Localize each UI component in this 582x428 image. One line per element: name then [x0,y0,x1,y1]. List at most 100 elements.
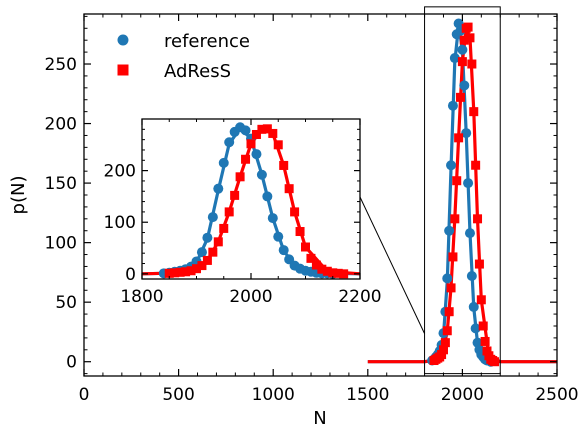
x-tick-label: 1000 [252,385,295,405]
data-point-adress [317,264,327,274]
data-point-adress [446,283,456,293]
data-point-adress [306,253,316,263]
data-point-adress [192,264,201,274]
x-tick-label: 0 [79,385,90,405]
data-point-reference [446,160,457,171]
zoom-connector-line [359,196,426,334]
x-tick-label: 2500 [535,385,578,405]
data-point-adress [442,326,452,336]
inset-x-tick-label: 1800 [120,287,163,307]
data-point-adress [448,252,458,262]
data-point-adress [328,268,338,278]
data-point-adress [241,154,251,164]
data-point-adress [437,350,447,360]
data-point-adress [469,107,479,117]
data-point-adress [208,247,218,257]
y-tick-label: 50 [55,293,77,313]
data-point-adress [474,259,484,269]
data-point-adress [454,133,464,143]
data-point-adress [230,190,240,200]
inset-x-tick-label: 2000 [229,287,272,307]
data-point-adress [219,223,229,233]
data-point-reference [256,169,267,180]
data-point-adress [463,22,473,32]
legend-adress-marker [117,64,129,76]
data-point-adress [452,176,462,186]
data-point-adress [490,357,500,367]
data-point-reference [468,301,479,312]
inset-axes: 1800 2000 2200 0 100 200 [104,118,382,307]
inset-y-tick-label: 200 [104,162,136,182]
y-tick-label: 100 [45,234,77,254]
data-point-adress [471,160,481,170]
data-point-adress [170,268,180,278]
inset-clipped-group [142,122,360,279]
legend-adress-label: AdResS [164,61,231,82]
x-tick-label: 1500 [346,385,389,405]
data-point-adress [224,207,234,217]
data-point-reference [262,191,273,202]
data-point-reference [461,128,472,139]
x-tick-label: 500 [162,385,194,405]
data-point-adress [465,33,475,43]
data-point-adress [246,139,256,149]
data-point-reference [444,225,455,236]
data-point-reference [463,178,474,189]
data-point-reference [459,80,470,91]
data-point-adress [476,295,486,305]
data-point-adress [480,336,490,346]
data-point-adress [333,268,343,278]
data-point-reference [457,44,468,55]
data-point-reference [470,323,481,334]
data-point-reference [240,125,251,136]
data-point-adress [339,269,349,279]
x-tick-label: 2000 [441,385,484,405]
data-point-reference [251,149,262,160]
data-point-reference [207,212,218,223]
data-point-reference [466,270,477,281]
y-axis-label: p(N) [8,176,29,215]
data-point-reference [267,213,278,224]
data-point-adress [473,214,483,224]
data-point-reference [202,232,213,243]
data-point-adress [284,184,294,194]
main-plot-data [367,18,557,367]
data-point-reference [449,53,460,64]
data-point-reference [273,231,284,242]
data-point-adress [175,267,185,277]
data-point-adress [295,227,305,237]
data-point-reference [464,228,475,239]
data-point-reference [278,245,289,256]
data-point-reference [447,100,458,111]
data-point-adress [262,124,272,134]
inset-y-tick-label: 0 [125,265,136,285]
data-point-adress [301,242,310,252]
data-point-adress [457,57,467,67]
data-point-adress [186,266,196,276]
legend-reference-marker [117,34,129,46]
data-point-adress [467,59,477,69]
data-point-adress [235,172,245,182]
y-tick-label: 200 [45,115,77,135]
inset-x-tick-label: 2200 [338,287,381,307]
data-point-adress [181,267,191,277]
data-point-adress [456,92,466,102]
legend-reference-label: reference [164,31,250,52]
y-tick-label: 150 [45,174,77,194]
data-point-adress [444,307,454,317]
data-point-adress [311,260,321,270]
inset-plot-data [142,122,360,279]
data-point-adress [450,214,460,224]
data-point-adress [290,207,300,217]
zoom-indicator-box [424,6,501,375]
data-point-adress [322,266,332,276]
data-point-adress [438,345,448,355]
data-point-adress [279,160,289,170]
data-point-reference [442,273,453,284]
data-point-adress [257,124,267,134]
data-point-adress [273,140,283,150]
data-point-adress [197,261,207,271]
data-point-reference [218,157,229,168]
data-point-adress [478,321,488,331]
